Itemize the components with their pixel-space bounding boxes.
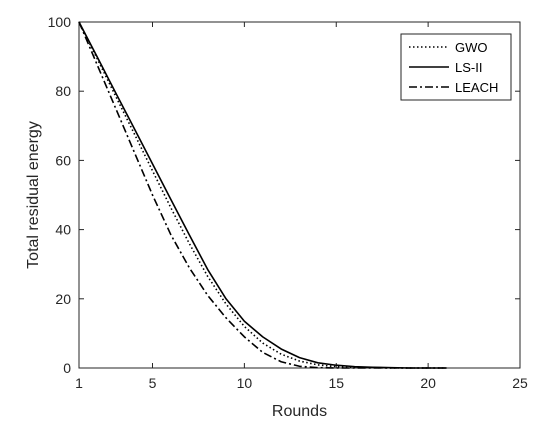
plot-area [78, 21, 521, 369]
legend-label-gwo: GWO [455, 40, 488, 55]
legend-label-ls-ii: LS-II [455, 60, 482, 75]
x-tick-label: 1 [75, 375, 83, 391]
series-line-gwo [78, 21, 447, 369]
x-tick-label: 20 [420, 375, 436, 391]
y-tick-label: 40 [55, 222, 71, 238]
y-tick-label: 100 [48, 14, 72, 30]
plot-frame [78, 21, 521, 369]
y-tick-label: 20 [55, 291, 71, 307]
x-tick-label: 25 [512, 375, 528, 391]
y-tick-label: 0 [63, 360, 71, 376]
y-axis: 0 20 40 60 80 100 [48, 14, 520, 376]
x-tick-label: 5 [149, 375, 157, 391]
x-axis-label: Rounds [272, 403, 327, 420]
y-tick-label: 60 [55, 152, 71, 168]
y-axis-label: Total residual energy [25, 121, 42, 269]
legend: GWO LS-II LEACH [400, 33, 512, 101]
x-tick-label: 10 [237, 375, 253, 391]
series-layer [78, 21, 447, 369]
y-tick-label: 80 [55, 83, 71, 99]
series-line-leach [78, 21, 447, 369]
legend-label-leach: LEACH [455, 80, 498, 95]
x-axis: 1 5 10 15 20 25 [75, 22, 528, 391]
x-tick-label: 15 [328, 375, 344, 391]
